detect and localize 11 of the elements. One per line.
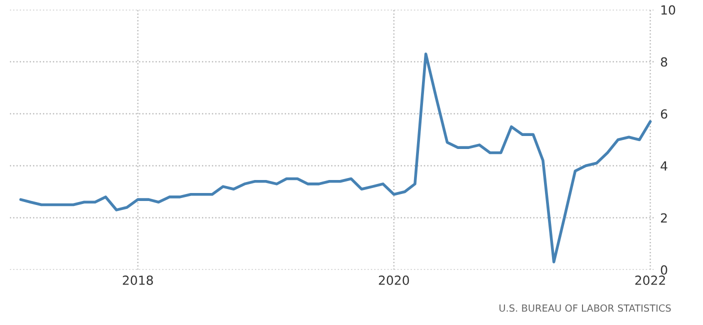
y-tick-label: 4 [660, 161, 668, 170]
y-tick-label: 0 [660, 265, 668, 275]
x-tick-label: 2018 [122, 276, 153, 285]
x-tick-label: 2020 [378, 276, 409, 285]
x-tick-label: 2022 [635, 276, 665, 285]
text: U.S. BUREAU OF LABOR STATISTICS [499, 304, 671, 312]
y-tick-label: 10 [661, 5, 676, 15]
y-tick-label: 6 [660, 109, 668, 119]
y-tick-label: 2 [660, 213, 667, 222]
line-series [19, 52, 652, 264]
y-tick-label: 8 [660, 57, 668, 67]
